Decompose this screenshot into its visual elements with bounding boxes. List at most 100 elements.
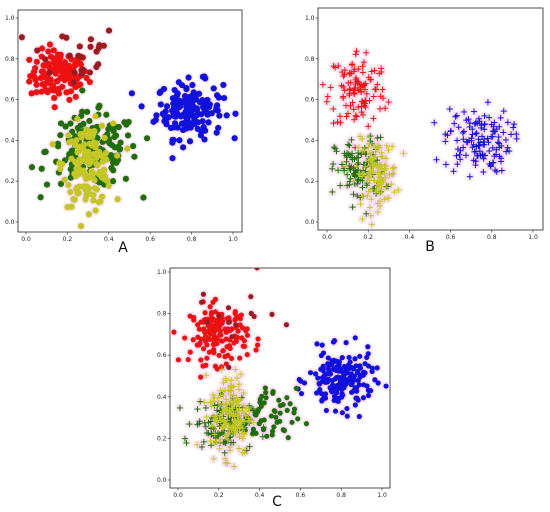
scatter-point-yellow	[98, 193, 106, 200]
scatter-point-green	[285, 435, 291, 441]
scatter-point-blue	[183, 86, 190, 93]
scatter-point-red	[191, 314, 197, 321]
scatter-point-yellow	[378, 165, 385, 172]
scatter-point-yellow	[82, 196, 89, 203]
scatter-point-green	[86, 117, 93, 125]
scatter-point-blue	[471, 148, 478, 155]
scatter-point-yellow	[237, 414, 244, 421]
scatter-point-blue	[478, 120, 485, 127]
scatter-point-blue	[314, 341, 320, 347]
scatter-point-blue	[213, 129, 220, 136]
scatter-point-green	[205, 419, 212, 426]
scatter-point-yellow	[194, 441, 201, 448]
scatter-point-blue	[201, 136, 208, 143]
scatter-point-blue	[341, 363, 347, 370]
scatter-point-green	[200, 438, 207, 445]
scatter-point-yellow	[355, 144, 362, 151]
panel-c: 0.0 0.2 0.4 0.6 0.8 1.0 0.0 0.2 0.4 0.6 0.8 1.0	[157, 267, 391, 499]
scatter-point-darkred	[226, 364, 232, 370]
scatter-point-blue	[431, 119, 438, 126]
scatter-point-blue	[178, 98, 186, 105]
scatter-point-red	[254, 342, 261, 348]
scatter-point-blue	[451, 120, 458, 127]
scatter-point-green	[38, 165, 45, 172]
scatter-point-blue	[332, 394, 338, 401]
scatter-point-blue	[466, 123, 473, 130]
scatter-point-blue	[493, 151, 500, 158]
scatter-point-blue	[488, 133, 495, 140]
scatter-point-yellow	[372, 148, 379, 155]
scatter-point-yellow	[385, 147, 392, 154]
scatter-point-red	[198, 374, 204, 380]
scatter-point-red	[218, 338, 224, 344]
scatter-point-yellow	[368, 196, 375, 203]
scatter-point-green	[358, 151, 365, 158]
scatter-point-red	[239, 335, 245, 341]
scatter-point-green	[210, 432, 217, 439]
scatter-point-blue	[180, 144, 187, 151]
scatter-point-yellow	[222, 459, 229, 466]
scatter-point-red	[348, 61, 355, 68]
scatter-point-red	[216, 352, 222, 359]
scatter-point-red	[38, 68, 46, 75]
scatter-point-yellow	[350, 178, 357, 185]
scatter-point-yellow	[210, 391, 217, 398]
scatter-point-blue	[442, 131, 449, 138]
scatter-point-green	[351, 167, 358, 174]
scatter-point-darkred	[87, 43, 94, 50]
x-tick-label: 0.0	[322, 234, 332, 241]
scatter-point-yellow	[80, 183, 88, 190]
scatter-point-blue	[232, 110, 239, 117]
scatter-point-green	[256, 421, 262, 427]
scatter-point-yellow	[240, 390, 247, 397]
scatter-point-green	[349, 204, 356, 211]
scatter-point-yellow	[234, 425, 241, 432]
scatter-point-yellow	[88, 168, 95, 175]
scatter-point-red	[222, 326, 228, 332]
scatter-point-green	[263, 389, 269, 396]
scatter-point-blue	[450, 168, 457, 175]
scatter-point-red	[330, 105, 337, 112]
scatter-point-green	[109, 153, 116, 161]
y-tick-label: 0.0	[5, 219, 15, 226]
scatter-point-blue	[480, 168, 487, 175]
scatter-point-red	[351, 85, 358, 92]
scatter-point-red	[226, 343, 233, 349]
scatter-point-blue	[469, 131, 476, 138]
scatter-point-yellow	[246, 418, 253, 425]
scatter-point-green	[339, 161, 346, 168]
scatter-point-yellow	[214, 398, 221, 405]
scatter-point-yellow	[101, 134, 108, 142]
scatter-point-yellow	[85, 211, 93, 218]
scatter-point-red	[358, 109, 365, 116]
scatter-point-blue	[502, 136, 509, 143]
scatter-point-green	[332, 145, 339, 152]
scatter-point-green	[214, 407, 221, 414]
scatter-point-green	[62, 123, 69, 130]
scatter-point-blue	[199, 118, 206, 125]
scatter-point-yellow	[70, 196, 77, 203]
scatter-point-green	[131, 153, 138, 160]
scatter-point-red	[208, 311, 214, 318]
scatter-point-blue	[460, 144, 467, 151]
scatter-point-green	[94, 135, 101, 142]
scatter-point-blue	[365, 363, 372, 369]
panel-label-b: B	[425, 239, 435, 255]
scatter-point-yellow	[85, 157, 93, 164]
scatter-point-green	[194, 406, 201, 413]
scatter-point-green	[261, 426, 267, 432]
scatter-point-blue	[453, 112, 460, 119]
scatter-point-blue	[298, 390, 305, 397]
scatter-point-yellow	[390, 170, 397, 177]
scatter-point-red	[39, 81, 46, 88]
scatter-point-green	[335, 167, 342, 174]
scatter-point-blue	[454, 161, 461, 168]
scatter-point-yellow	[49, 141, 56, 148]
scatter-point-red	[210, 332, 217, 338]
scatter-point-yellow	[365, 144, 372, 151]
scatter-point-blue	[489, 144, 496, 151]
scatter-point-yellow	[94, 161, 101, 168]
scatter-point-blue	[169, 155, 176, 162]
scatter-point-blue	[500, 108, 507, 115]
scatter-point-darkred	[71, 69, 78, 76]
